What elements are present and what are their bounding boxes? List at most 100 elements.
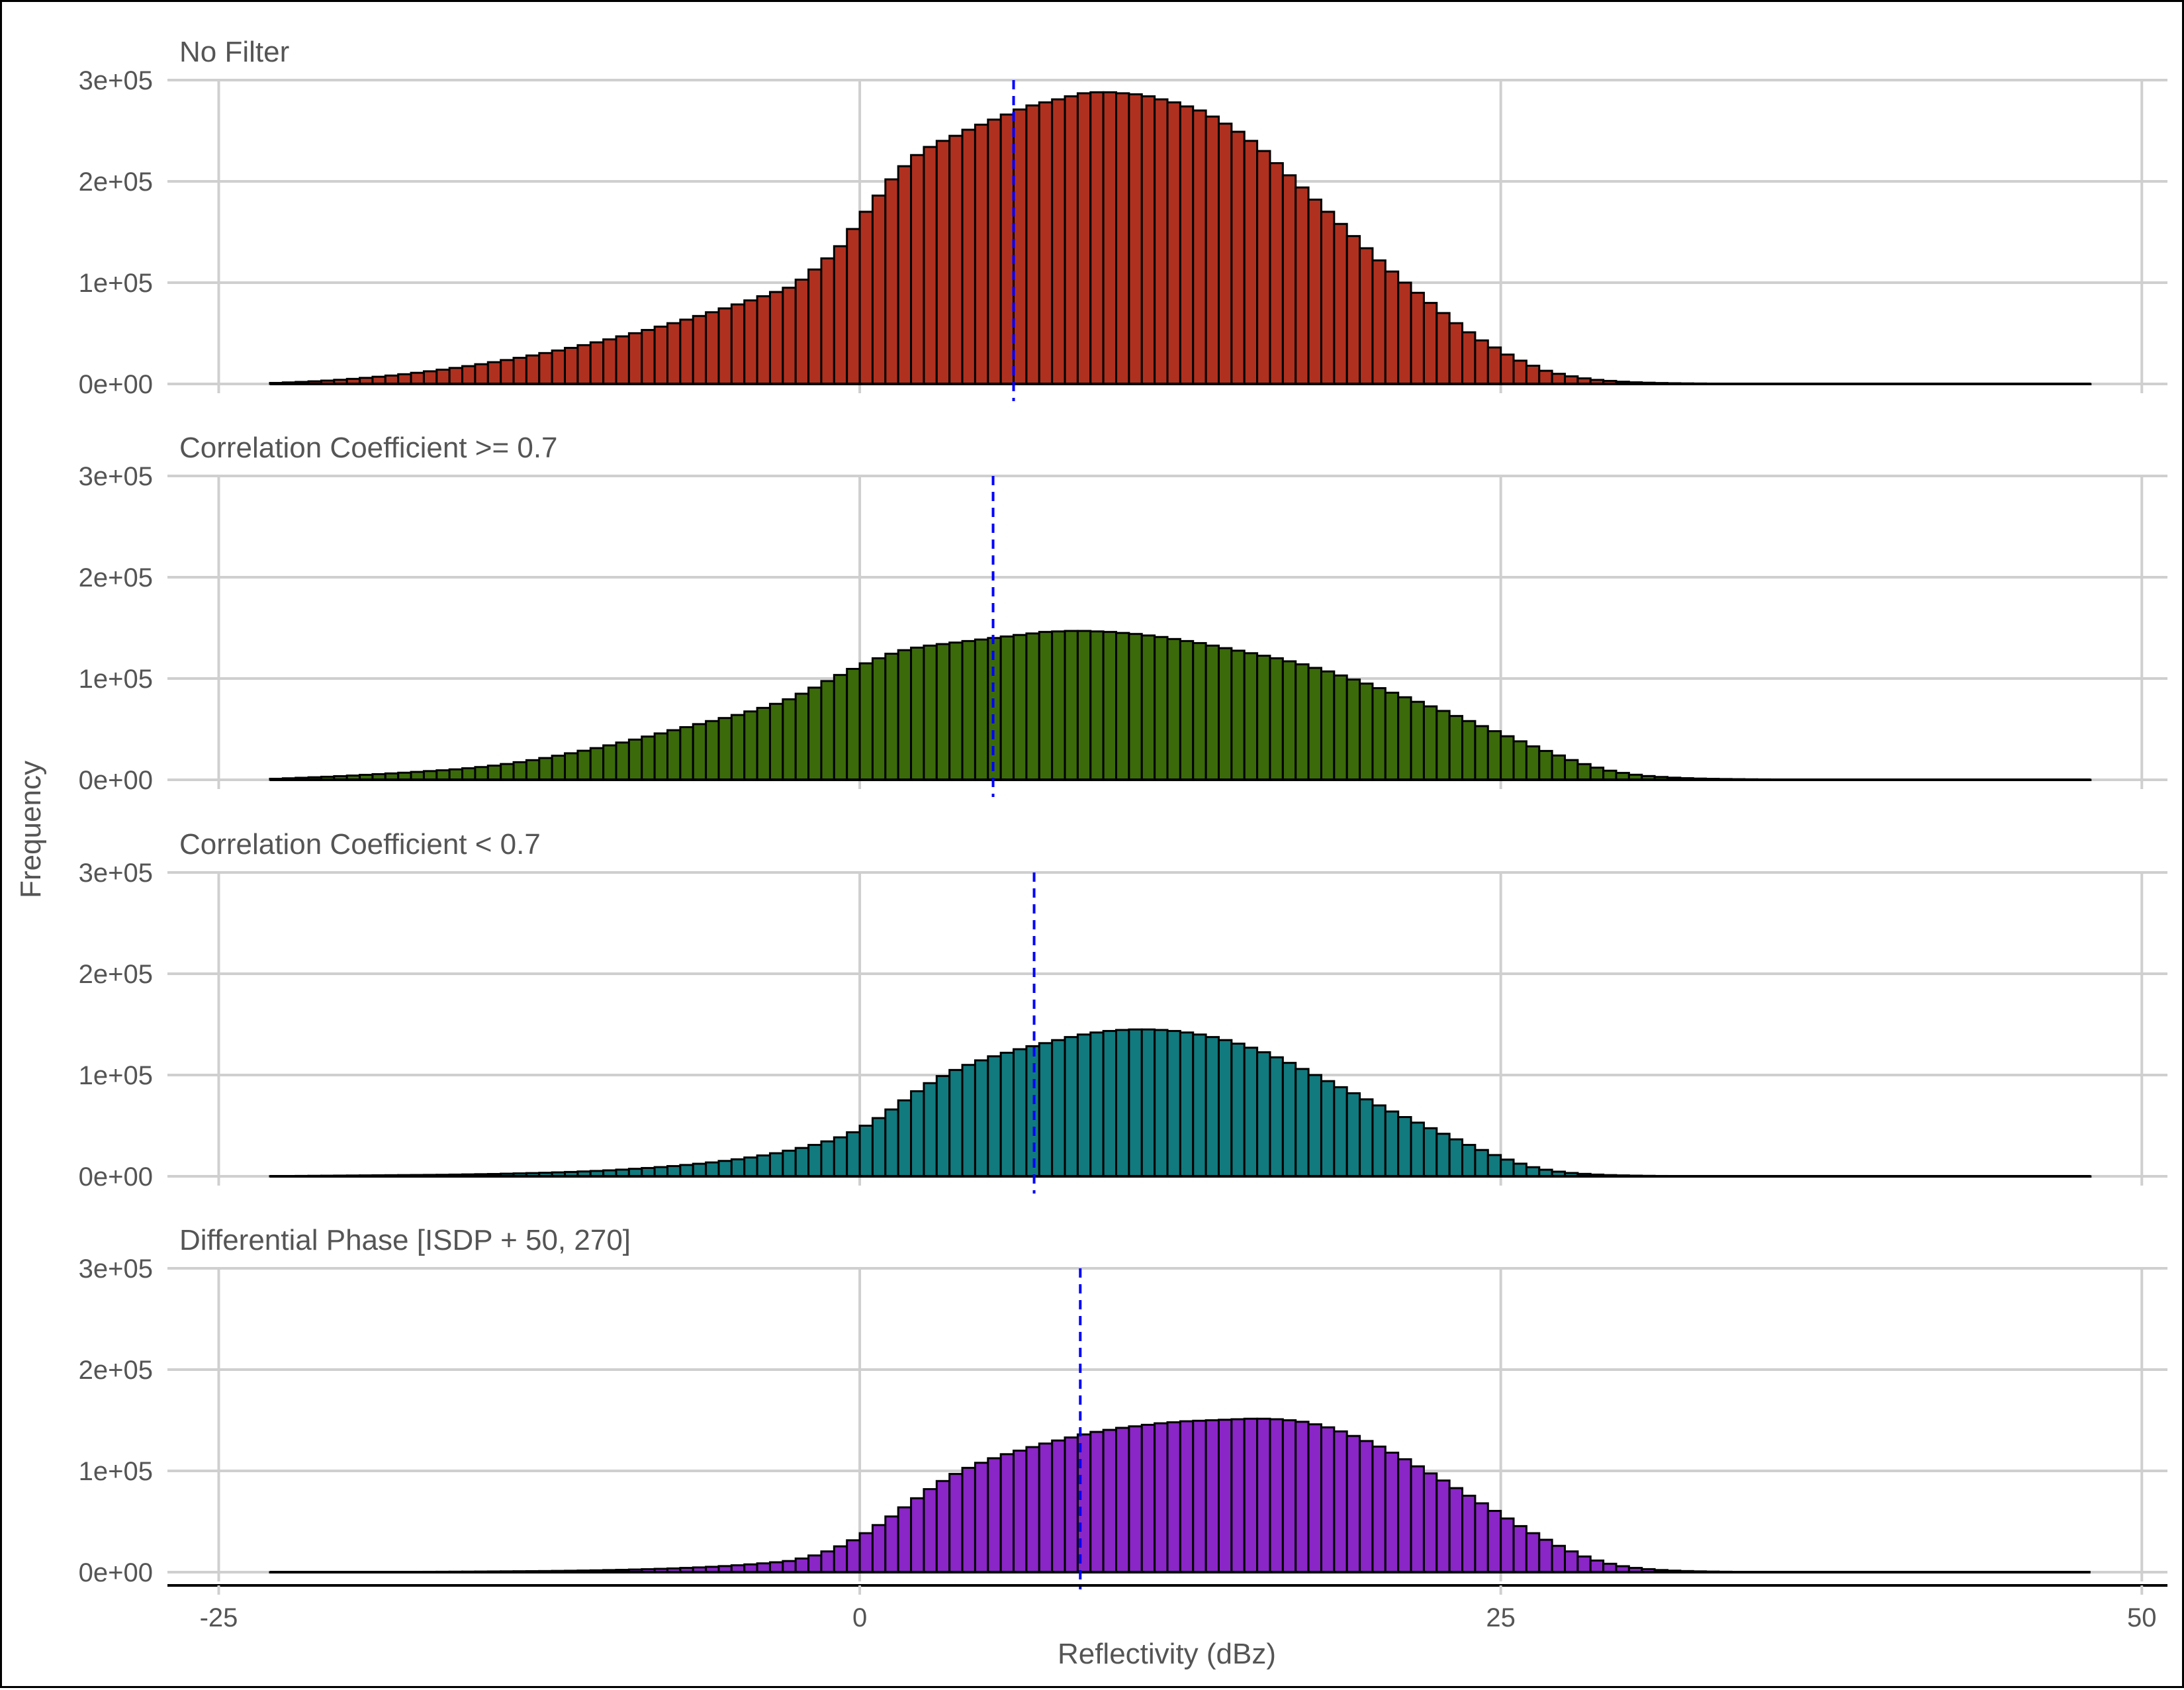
histogram-bar — [1397, 281, 1412, 385]
histogram-bar — [1359, 682, 1374, 781]
histogram-bar — [897, 165, 913, 385]
histogram-bar — [1422, 1127, 1438, 1178]
histogram-bar — [1281, 660, 1297, 781]
histogram-bar — [1269, 1418, 1284, 1573]
histogram-bar — [692, 314, 707, 385]
facet-title: Correlation Coefficient >= 0.7 — [179, 432, 558, 464]
histogram-bar — [756, 295, 771, 385]
histogram-bar — [1486, 730, 1502, 781]
histogram-bar — [1205, 1419, 1220, 1573]
histogram-bar — [1500, 735, 1515, 781]
histogram-bar — [1076, 1433, 1092, 1573]
histogram-bar — [961, 1466, 976, 1573]
histogram-bar — [1025, 104, 1040, 385]
histogram-bar — [1525, 364, 1541, 385]
histogram-bar — [1435, 710, 1451, 781]
histogram-bar — [1076, 1033, 1092, 1178]
histogram-bar — [910, 1497, 925, 1573]
y-tick-label: 2e+05 — [79, 1356, 153, 1385]
y-tick-label: 2e+05 — [79, 960, 153, 989]
histogram-bar — [1166, 1421, 1181, 1573]
histogram-bar — [641, 328, 656, 385]
histogram-bar — [589, 747, 605, 781]
histogram-bar — [858, 211, 874, 385]
histogram-bar — [730, 303, 746, 385]
histogram-bar — [1051, 630, 1066, 781]
histogram-bar — [525, 354, 541, 385]
histogram-bar — [1230, 1043, 1246, 1178]
histogram-bar — [461, 767, 477, 781]
histogram-bar — [743, 710, 758, 781]
histogram-bar — [435, 368, 451, 385]
histogram-bar — [602, 744, 617, 781]
histogram-bar — [948, 134, 964, 385]
histogram-bar — [1525, 1166, 1541, 1178]
histogram-bar — [1500, 1517, 1515, 1573]
histogram-bar — [833, 1545, 848, 1573]
histogram-bar — [448, 367, 464, 385]
y-tick-label: 3e+05 — [79, 859, 153, 888]
histogram-bar — [1140, 95, 1156, 385]
histogram-bar — [1486, 346, 1502, 385]
histogram-bar — [1013, 1048, 1028, 1178]
histogram-bar — [948, 1068, 964, 1178]
histogram-bar — [1333, 222, 1348, 385]
histogram-bar — [884, 1515, 899, 1573]
histogram-bar — [807, 268, 823, 385]
histogram-bar — [794, 1147, 810, 1178]
histogram-bar — [833, 674, 848, 781]
histogram-bar — [897, 1506, 913, 1573]
histogram-bar — [1179, 1420, 1195, 1573]
histogram-bar — [1192, 1033, 1207, 1178]
histogram-bar — [1461, 720, 1477, 781]
histogram-bar — [1589, 1559, 1605, 1573]
histogram-bar — [1345, 679, 1361, 781]
y-tick-label: 1e+05 — [79, 1457, 153, 1486]
histogram-bar — [1538, 749, 1553, 781]
histogram-bar — [717, 1160, 733, 1178]
histogram-bar — [1192, 109, 1207, 385]
histogram-bar — [1422, 705, 1438, 781]
facet-title: No Filter — [179, 36, 289, 68]
histogram-bar — [756, 1154, 771, 1178]
histogram-bar — [1243, 652, 1259, 781]
histogram-bar — [1359, 247, 1374, 385]
histogram-bar — [923, 146, 938, 385]
facet-title: Differential Phase [ISDP + 50, 270] — [179, 1224, 631, 1256]
y-tick-label: 2e+05 — [79, 563, 153, 592]
histogram-bar — [858, 1532, 874, 1573]
histogram-bar — [1307, 667, 1322, 781]
histogram-bar — [1345, 235, 1361, 385]
histogram-bar — [987, 118, 1002, 385]
histogram-bar — [1435, 1479, 1451, 1573]
histogram-bar — [717, 307, 733, 385]
histogram-bar — [807, 686, 823, 781]
histogram-bar — [653, 1166, 669, 1178]
histogram-bar — [961, 639, 976, 781]
histogram-bar — [1295, 186, 1310, 385]
histogram-bar — [1564, 759, 1579, 781]
histogram-bar — [1217, 1419, 1233, 1573]
y-axis-title: Frequency — [15, 761, 47, 898]
histogram-bar — [1243, 1047, 1259, 1178]
histogram-bar — [666, 729, 682, 781]
histogram-bar — [1371, 687, 1387, 781]
y-tick-label: 0e+00 — [79, 370, 153, 399]
facet-panel: 0e+00 1e+05 2e+05 3e+05 Differential Phase [… — [79, 1224, 2167, 1589]
histogram-bar — [1410, 700, 1425, 781]
histogram-bar — [871, 194, 887, 385]
histogram-bar — [1256, 1051, 1271, 1178]
histogram-bar — [474, 363, 489, 385]
histogram-bar — [1486, 1154, 1502, 1178]
histogram-bar — [1256, 150, 1271, 385]
histogram-bar — [641, 735, 656, 781]
histogram-bar — [1230, 1418, 1246, 1573]
histogram-bar — [858, 1125, 874, 1178]
histogram-bar — [961, 1064, 976, 1178]
histogram-bar — [1474, 725, 1489, 781]
histogram-bar — [1538, 1538, 1553, 1573]
histogram-bar — [768, 291, 784, 385]
histogram-bar — [730, 714, 746, 781]
histogram-bar — [1064, 1036, 1079, 1178]
histogram-bar — [833, 245, 848, 385]
